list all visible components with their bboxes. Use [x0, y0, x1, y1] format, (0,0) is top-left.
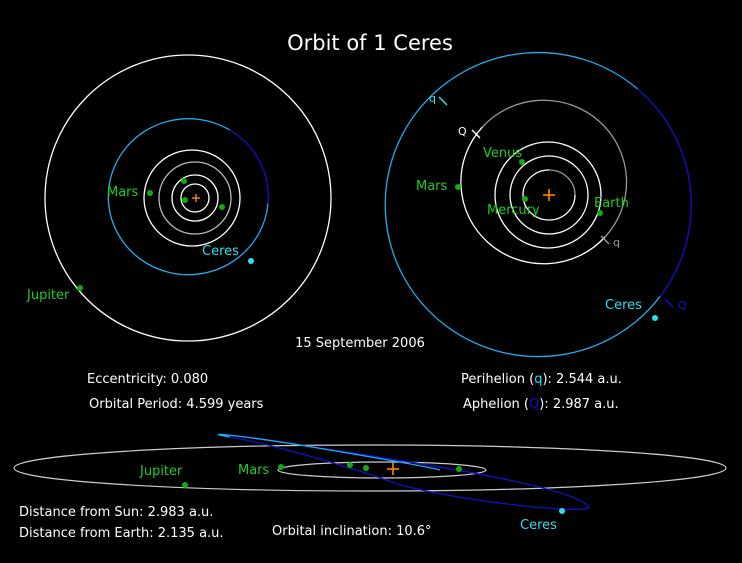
aphelion-label: Aphelion (Q): 2.987 a.u. [463, 397, 619, 412]
ceres-label: Ceres [520, 518, 557, 533]
earth-orbit [494, 141, 602, 249]
distance-from-earth-label: Distance from Earth: 2.135 a.u. [19, 526, 224, 541]
earth-aphelion-tick [600, 235, 610, 245]
orbital-period-label: Orbital Period: 4.599 years [89, 397, 264, 412]
jupiter-orbit [44, 54, 332, 342]
sun-icon [387, 463, 399, 475]
mars-dot [278, 464, 284, 470]
ceres-label: Ceres [202, 244, 239, 259]
ceres-perihelion-tick [438, 96, 448, 106]
diagram-title: Orbit of 1 Ceres [287, 31, 453, 55]
ceres-label: Ceres [605, 298, 642, 313]
side-view: Jupiter Mars Ceres [13, 433, 727, 533]
jupiter-label: Jupiter [139, 464, 183, 479]
venus-label: Venus [483, 146, 522, 161]
mars-aphelion-marker: Q [458, 125, 467, 138]
orbital-inclination-label: Orbital inclination: 10.6° [272, 524, 432, 539]
jupiter-dot [182, 482, 188, 488]
earth-orbit [158, 161, 232, 235]
earth-aphelion-marker: q [613, 236, 620, 249]
date-label: 15 September 2006 [295, 336, 425, 351]
planet-dot-b [363, 465, 369, 471]
eccentricity-label: Eccentricity: 0.080 [87, 372, 208, 387]
mars-label: Mars [416, 179, 448, 194]
ceres-dot [559, 508, 565, 514]
planet-dot-a [347, 462, 353, 468]
mars-dot [147, 190, 153, 196]
jupiter-orbit-side [13, 444, 727, 492]
ceres-orbit-south-arc [229, 129, 269, 204]
venus-orbit [171, 174, 219, 222]
mercury-orbit [180, 183, 210, 213]
mercury-dot [182, 197, 188, 203]
mars-orbit-far [481, 99, 628, 238]
mars-orbit [143, 149, 241, 247]
mercury-orbit [522, 169, 576, 221]
venus-dot [519, 159, 525, 165]
earth-label: Earth [594, 196, 629, 211]
mars-dot [455, 184, 461, 190]
mars-label: Mars [238, 463, 270, 478]
earth-dot [597, 210, 603, 216]
mars-aphelion-tick [471, 129, 481, 139]
mercury-label: Mercury [487, 203, 540, 218]
jupiter-dot [77, 285, 83, 291]
ceres-orbit-north-arc [107, 118, 269, 276]
ceres-orbit-south-arc [637, 88, 692, 297]
distance-from-sun-label: Distance from Sun: 2.983 a.u. [19, 505, 213, 520]
ceres-dot [652, 315, 658, 321]
ceres-perihelion-marker: q [429, 92, 436, 105]
mercury-orbit-far [548, 169, 576, 196]
perihelion-label: Perihelion (q): 2.544 a.u. [461, 372, 622, 387]
ceres-orbit-side-near [217, 433, 441, 471]
left-top-view: Mars Ceres Jupiter [26, 54, 332, 342]
right-top-view: q Q q Q Venus Mars Mercury Earth Ceres [384, 51, 692, 358]
mercury-dot [522, 196, 528, 202]
venus-orbit [509, 155, 589, 235]
sun-icon [543, 189, 555, 201]
sun-icon [192, 194, 200, 202]
jupiter-label: Jupiter [26, 288, 70, 303]
mars-orbit [460, 126, 606, 265]
ceres-orbit-north-arc [384, 51, 661, 358]
planet-dot-c [456, 466, 462, 472]
venus-dot [219, 204, 225, 210]
ceres-dot [248, 258, 254, 264]
ceres-aphelion-marker: Q [678, 299, 687, 312]
mars-label: Mars [107, 185, 139, 200]
ceres-aphelion-tick [664, 298, 674, 308]
earth-dot [181, 178, 187, 184]
